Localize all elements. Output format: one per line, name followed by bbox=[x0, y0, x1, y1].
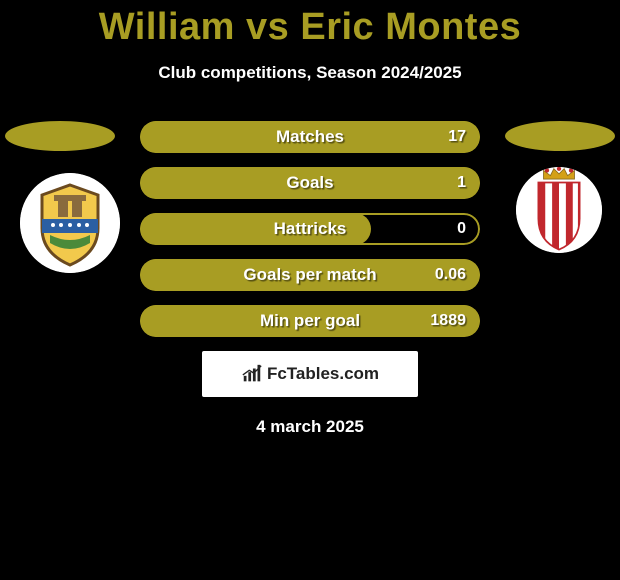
main-area: Matches 17 Goals 1 Hattricks 0 Goals per match… bbox=[0, 121, 620, 437]
right-player-ellipse bbox=[505, 121, 615, 151]
stat-bar: Goals 1 bbox=[140, 167, 480, 199]
player1-name: William bbox=[99, 6, 235, 48]
player2-name: Eric Montes bbox=[300, 6, 521, 48]
comparison-card: William vs Eric Montes Club competitions… bbox=[0, 0, 620, 580]
subtitle: Club competitions, Season 2024/2025 bbox=[0, 63, 620, 83]
left-club-crest bbox=[20, 173, 120, 273]
stat-value: 1 bbox=[457, 174, 466, 192]
stat-label: Goals bbox=[286, 173, 333, 193]
stat-value: 0.06 bbox=[435, 266, 466, 284]
stat-value: 17 bbox=[448, 128, 466, 146]
stat-bar: Matches 17 bbox=[140, 121, 480, 153]
stat-bars: Matches 17 Goals 1 Hattricks 0 Goals per match… bbox=[140, 121, 480, 337]
left-player-ellipse bbox=[5, 121, 115, 151]
brand-box[interactable]: FcTables.com bbox=[202, 351, 418, 397]
crest-left-svg bbox=[20, 173, 120, 273]
brand-label: FcTables.com bbox=[267, 364, 379, 384]
vs-separator: vs bbox=[246, 6, 289, 48]
stat-label: Hattricks bbox=[274, 219, 347, 239]
crest-right-svg bbox=[516, 167, 602, 253]
stat-label: Goals per match bbox=[243, 265, 376, 285]
stat-value: 0 bbox=[457, 220, 466, 238]
stat-value: 1889 bbox=[430, 312, 466, 330]
bar-chart-icon bbox=[241, 363, 263, 385]
stat-label: Min per goal bbox=[260, 311, 360, 331]
stat-label: Matches bbox=[276, 127, 344, 147]
right-club-crest bbox=[516, 167, 602, 253]
stat-bar: Goals per match 0.06 bbox=[140, 259, 480, 291]
stat-bar: Hattricks 0 bbox=[140, 213, 480, 245]
stat-bar: Min per goal 1889 bbox=[140, 305, 480, 337]
page-title: William vs Eric Montes bbox=[0, 0, 620, 49]
date-label: 4 march 2025 bbox=[0, 417, 620, 437]
